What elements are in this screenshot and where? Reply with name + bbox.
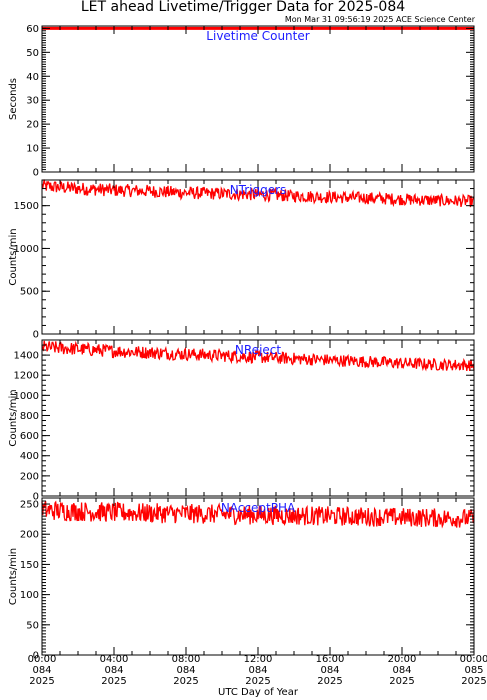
panel-frame [41, 25, 475, 173]
x-tick-label: 084 [392, 665, 411, 676]
y-tick-label: 60 [26, 24, 39, 35]
x-tick-label: 04:00 [100, 654, 129, 665]
y-tick-label: 200 [20, 530, 39, 541]
panel-2: 0 200 400 600 800 1000 1200 1400 Counts/min NReje… [8, 339, 475, 503]
y-tick-label: 50 [26, 620, 39, 631]
x-tick-label: 084 [248, 665, 267, 676]
y-axis-label: Counts/min [8, 548, 19, 605]
y-tick-label: 150 [20, 560, 39, 571]
x-tick-label: 2025 [173, 676, 198, 687]
x-tick-label: 00:00 [28, 654, 57, 665]
series-line [41, 340, 475, 372]
y-tick-label: 500 [20, 287, 39, 298]
x-tick-label: 16:00 [316, 654, 345, 665]
y-tick-label: 1000 [14, 244, 39, 255]
x-axis-label: UTC Day of Year [218, 687, 299, 698]
x-tick-label: 084 [320, 665, 339, 676]
y-tick-label: 40 [26, 72, 39, 83]
y-tick-label: 0 [33, 492, 39, 503]
panel-3: 0 50 100 150 200 250 Counts/min NAcceptPHA [8, 497, 475, 662]
y-tick-label: 100 [20, 590, 39, 601]
x-tick-label: 2025 [101, 676, 126, 687]
x-axis-ticks: 00:00084202504:00084202508:00084202512:0… [28, 654, 487, 687]
panel-label: Livetime Counter [206, 29, 309, 43]
y-tick-label: 20 [26, 120, 39, 131]
y-tick-label: 1400 [14, 351, 39, 362]
x-tick-label: 2025 [245, 676, 270, 687]
y-tick-label: 400 [20, 451, 39, 462]
x-tick-label: 12:00 [244, 654, 273, 665]
panel-1: 0 500 1000 1500 Counts/min NTriggers [8, 179, 475, 341]
y-tick-label: 1500 [14, 201, 39, 212]
y-tick-label: 0 [33, 168, 39, 179]
figure-title: LET ahead Livetime/Trigger Data for 2025… [81, 0, 405, 15]
y-tick-label: 200 [20, 471, 39, 482]
y-tick-label: 10 [26, 144, 39, 155]
y-tick-label: 30 [26, 96, 39, 107]
x-tick-label: 20:00 [388, 654, 417, 665]
x-tick-label: 08:00 [172, 654, 201, 665]
panel-0: 0 10 20 30 40 50 60 Seconds Livetime Counter [8, 24, 475, 179]
panel-frame [41, 179, 475, 335]
panel-label: NAcceptPHA [221, 501, 296, 515]
y-tick-label: 50 [26, 48, 39, 59]
y-axis-label: Counts/min [8, 389, 19, 446]
panel-label: NReject [235, 343, 281, 357]
panel-label: NTriggers [230, 183, 287, 197]
y-tick-label: 0 [33, 330, 39, 341]
x-tick-label: 2025 [389, 676, 414, 687]
y-tick-label: 800 [20, 411, 39, 422]
x-tick-label: 00:00 [460, 654, 487, 665]
y-axis-label: Seconds [8, 78, 19, 120]
x-tick-label: 084 [104, 665, 123, 676]
x-tick-label: 084 [32, 665, 51, 676]
x-tick-label: 2025 [29, 676, 54, 687]
x-tick-label: 085 [464, 665, 483, 676]
x-tick-label: 2025 [461, 676, 486, 687]
y-tick-label: 250 [20, 500, 39, 511]
x-tick-label: 2025 [317, 676, 342, 687]
figure-subtitle: Mon Mar 31 09:56:19 2025 ACE Science Cen… [285, 15, 476, 24]
series-line [41, 500, 475, 529]
y-tick-label: 1200 [14, 371, 39, 382]
y-tick-label: 1000 [14, 391, 39, 402]
y-tick-label: 0 [33, 651, 39, 662]
y-axis-label: Counts/min [8, 228, 19, 285]
x-tick-label: 084 [176, 665, 195, 676]
y-tick-label: 600 [20, 431, 39, 442]
series-line [41, 179, 475, 208]
